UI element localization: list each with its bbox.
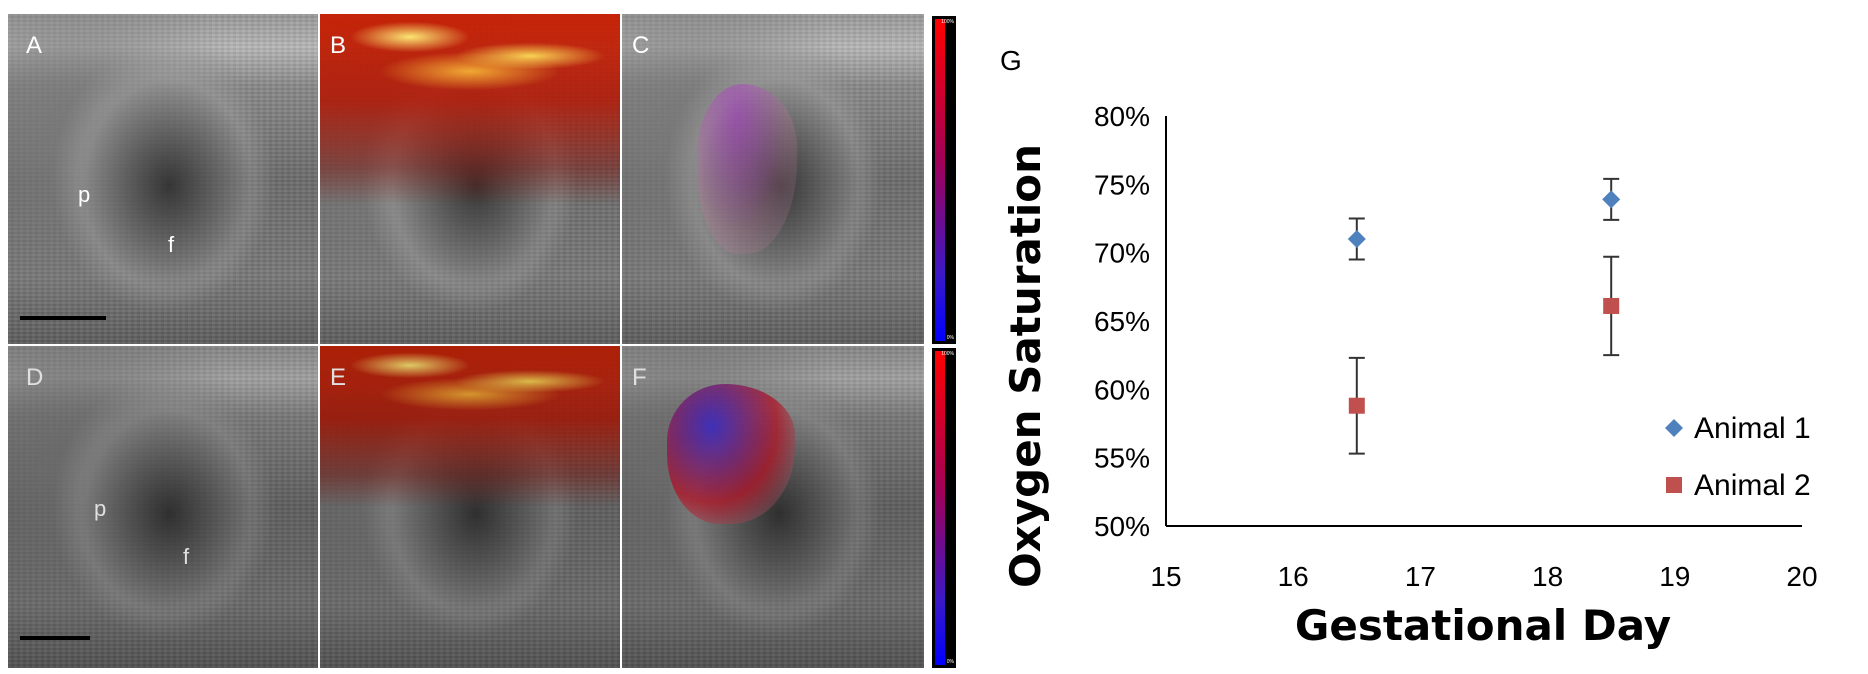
legend-label: Animal 2 (1694, 469, 1811, 502)
y-tick-label: 70% (1094, 238, 1150, 269)
panel-letter-f: F (632, 364, 647, 391)
panel-letter-g: G (1000, 45, 1022, 76)
placenta-label: p (94, 496, 107, 521)
data-point-diamond (1347, 230, 1366, 248)
colorbar-min-label: 0% (946, 659, 954, 665)
x-tick-label: 20 (1786, 561, 1817, 592)
panel-letter-b: B (330, 32, 347, 59)
panel-letter-e: E (330, 364, 347, 391)
placenta-roi (697, 84, 797, 254)
panel-b-photoacoustic: B (320, 14, 620, 344)
fetus-label: f (168, 232, 175, 257)
x-axis-title: Gestational Day (1295, 601, 1671, 650)
x-tick-label: 15 (1150, 561, 1181, 592)
panel-a-ultrasound: A p f (8, 14, 318, 344)
photoacoustic-overlay (320, 346, 620, 507)
panel-letter-a: A (26, 32, 43, 59)
panel-d-ultrasound: D p f (8, 346, 318, 668)
data-point-square (1348, 397, 1365, 414)
y-tick-label: 65% (1094, 306, 1150, 337)
colorbar-bottom: 100% 0% (932, 348, 956, 668)
y-tick-label: 60% (1094, 374, 1150, 405)
data-point-diamond (1602, 190, 1621, 209)
data-point-square (1603, 297, 1620, 314)
fetus-label: f (183, 544, 190, 569)
colorbar-top: 100% 0% (932, 16, 956, 344)
photoacoustic-overlay (320, 14, 620, 206)
scale-bar (20, 636, 90, 640)
x-tick-label: 19 (1659, 561, 1690, 592)
legend-marker-diamond (1665, 419, 1683, 437)
y-tick-label: 50% (1094, 511, 1150, 542)
legend-marker-square (1666, 477, 1682, 493)
legend-label: Animal 1 (1694, 412, 1811, 445)
x-tick-label: 17 (1405, 561, 1436, 592)
colorbar-max-label: 100% (941, 351, 954, 357)
panel-letter-d: D (26, 364, 44, 391)
colorbar-max-label: 100% (941, 19, 954, 25)
panel-c-oxygenation: C (622, 14, 924, 344)
panel-letter-c: C (632, 32, 650, 59)
placenta-label: p (78, 182, 91, 207)
panel-e-photoacoustic: E (320, 346, 620, 668)
y-axis-title: Oxygen Saturation (1001, 144, 1050, 588)
placenta-roi (667, 384, 795, 524)
x-tick-label: 18 (1532, 561, 1563, 592)
y-tick-label: 75% (1094, 169, 1150, 200)
panel-f-oxygenation: F (622, 346, 924, 668)
colorbar-min-label: 0% (946, 335, 954, 341)
y-tick-label: 80% (1094, 101, 1150, 132)
y-tick-label: 55% (1094, 443, 1150, 474)
x-tick-label: 16 (1278, 561, 1309, 592)
scale-bar (20, 316, 106, 320)
oxygen-saturation-chart: G Oxygen Saturation Gestational Day 50% 5… (1000, 45, 1818, 650)
